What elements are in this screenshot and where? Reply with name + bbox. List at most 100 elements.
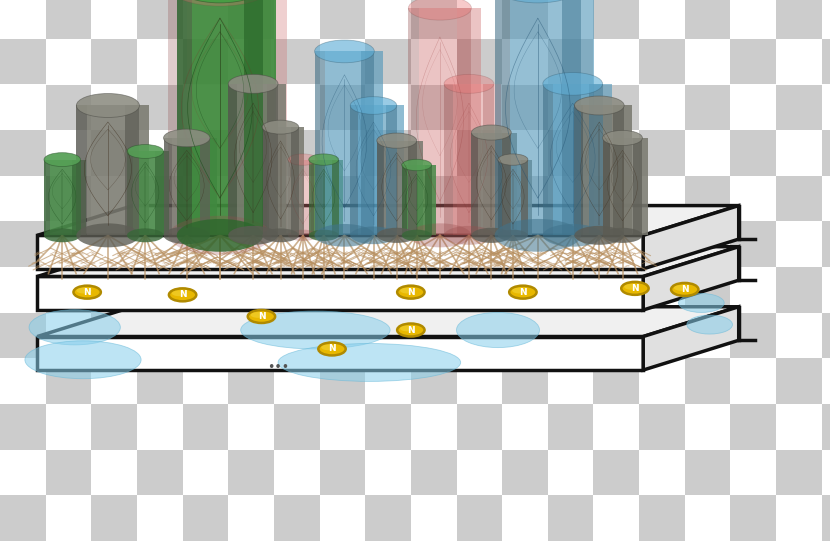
Bar bbox=[548, 130, 593, 176]
Bar bbox=[639, 267, 685, 313]
FancyBboxPatch shape bbox=[613, 105, 624, 235]
FancyBboxPatch shape bbox=[453, 84, 501, 235]
FancyBboxPatch shape bbox=[314, 160, 343, 235]
Bar bbox=[0, 0, 46, 39]
Bar bbox=[457, 84, 502, 130]
Ellipse shape bbox=[262, 228, 299, 242]
Bar bbox=[91, 496, 137, 541]
Bar bbox=[46, 176, 91, 221]
Bar bbox=[365, 267, 411, 313]
Bar bbox=[320, 496, 365, 541]
Bar bbox=[730, 221, 776, 267]
FancyBboxPatch shape bbox=[228, 84, 237, 235]
Bar bbox=[228, 0, 274, 39]
Bar bbox=[274, 267, 320, 313]
Bar bbox=[137, 313, 183, 358]
Bar bbox=[822, 221, 830, 267]
FancyBboxPatch shape bbox=[444, 84, 452, 235]
Ellipse shape bbox=[444, 226, 494, 245]
Ellipse shape bbox=[177, 219, 263, 252]
Bar bbox=[137, 267, 183, 313]
FancyBboxPatch shape bbox=[248, 0, 271, 235]
Bar bbox=[822, 450, 830, 496]
Ellipse shape bbox=[168, 0, 271, 6]
FancyBboxPatch shape bbox=[199, 138, 210, 235]
Bar bbox=[730, 313, 776, 358]
Bar bbox=[0, 84, 46, 130]
Bar bbox=[274, 0, 320, 39]
Bar bbox=[639, 176, 685, 221]
Bar bbox=[822, 313, 830, 358]
Ellipse shape bbox=[350, 97, 397, 114]
Bar bbox=[593, 267, 639, 313]
Ellipse shape bbox=[248, 310, 276, 323]
Bar bbox=[183, 358, 228, 404]
Bar bbox=[502, 84, 548, 130]
Ellipse shape bbox=[177, 0, 263, 3]
Bar bbox=[822, 0, 830, 39]
Bar bbox=[320, 39, 365, 84]
Bar bbox=[274, 496, 320, 541]
FancyBboxPatch shape bbox=[478, 133, 517, 235]
Bar bbox=[548, 358, 593, 404]
Bar bbox=[502, 450, 548, 496]
Bar bbox=[593, 404, 639, 450]
Ellipse shape bbox=[321, 345, 336, 351]
Bar bbox=[46, 496, 91, 541]
Bar bbox=[137, 176, 183, 221]
Bar bbox=[685, 221, 730, 267]
Ellipse shape bbox=[172, 291, 187, 296]
Ellipse shape bbox=[574, 96, 624, 115]
Bar bbox=[730, 496, 776, 541]
Bar bbox=[593, 221, 639, 267]
Bar bbox=[274, 130, 320, 176]
Text: N: N bbox=[681, 285, 689, 294]
Bar bbox=[822, 176, 830, 221]
FancyBboxPatch shape bbox=[192, 0, 276, 235]
Bar bbox=[685, 176, 730, 221]
Ellipse shape bbox=[495, 0, 581, 3]
Ellipse shape bbox=[44, 153, 81, 167]
Bar bbox=[822, 358, 830, 404]
Ellipse shape bbox=[498, 230, 528, 241]
Polygon shape bbox=[37, 276, 643, 310]
FancyBboxPatch shape bbox=[288, 160, 293, 235]
Ellipse shape bbox=[377, 228, 417, 243]
Ellipse shape bbox=[164, 129, 210, 147]
Bar bbox=[320, 176, 365, 221]
Bar bbox=[776, 313, 822, 358]
FancyBboxPatch shape bbox=[609, 138, 648, 235]
FancyBboxPatch shape bbox=[125, 105, 139, 235]
Bar bbox=[502, 221, 548, 267]
Ellipse shape bbox=[674, 285, 689, 291]
Bar bbox=[183, 84, 228, 130]
FancyBboxPatch shape bbox=[471, 133, 478, 235]
Polygon shape bbox=[643, 307, 739, 370]
FancyBboxPatch shape bbox=[589, 84, 603, 235]
Bar bbox=[548, 39, 593, 84]
Bar bbox=[46, 358, 91, 404]
Bar bbox=[0, 130, 46, 176]
Bar bbox=[639, 221, 685, 267]
Ellipse shape bbox=[350, 227, 397, 244]
Bar bbox=[0, 450, 46, 496]
Bar bbox=[228, 404, 274, 450]
Bar bbox=[0, 313, 46, 358]
Bar bbox=[91, 0, 137, 39]
Bar bbox=[91, 221, 137, 267]
Bar bbox=[685, 39, 730, 84]
Bar bbox=[320, 130, 365, 176]
Ellipse shape bbox=[44, 228, 81, 242]
Bar bbox=[365, 0, 411, 39]
Bar bbox=[593, 450, 639, 496]
Bar bbox=[593, 358, 639, 404]
Bar bbox=[320, 0, 365, 39]
Bar bbox=[91, 84, 137, 130]
Bar bbox=[137, 496, 183, 541]
FancyBboxPatch shape bbox=[377, 141, 383, 235]
Bar bbox=[183, 130, 228, 176]
Bar bbox=[639, 0, 685, 39]
FancyBboxPatch shape bbox=[177, 0, 192, 235]
Ellipse shape bbox=[471, 125, 511, 140]
FancyBboxPatch shape bbox=[361, 51, 374, 235]
